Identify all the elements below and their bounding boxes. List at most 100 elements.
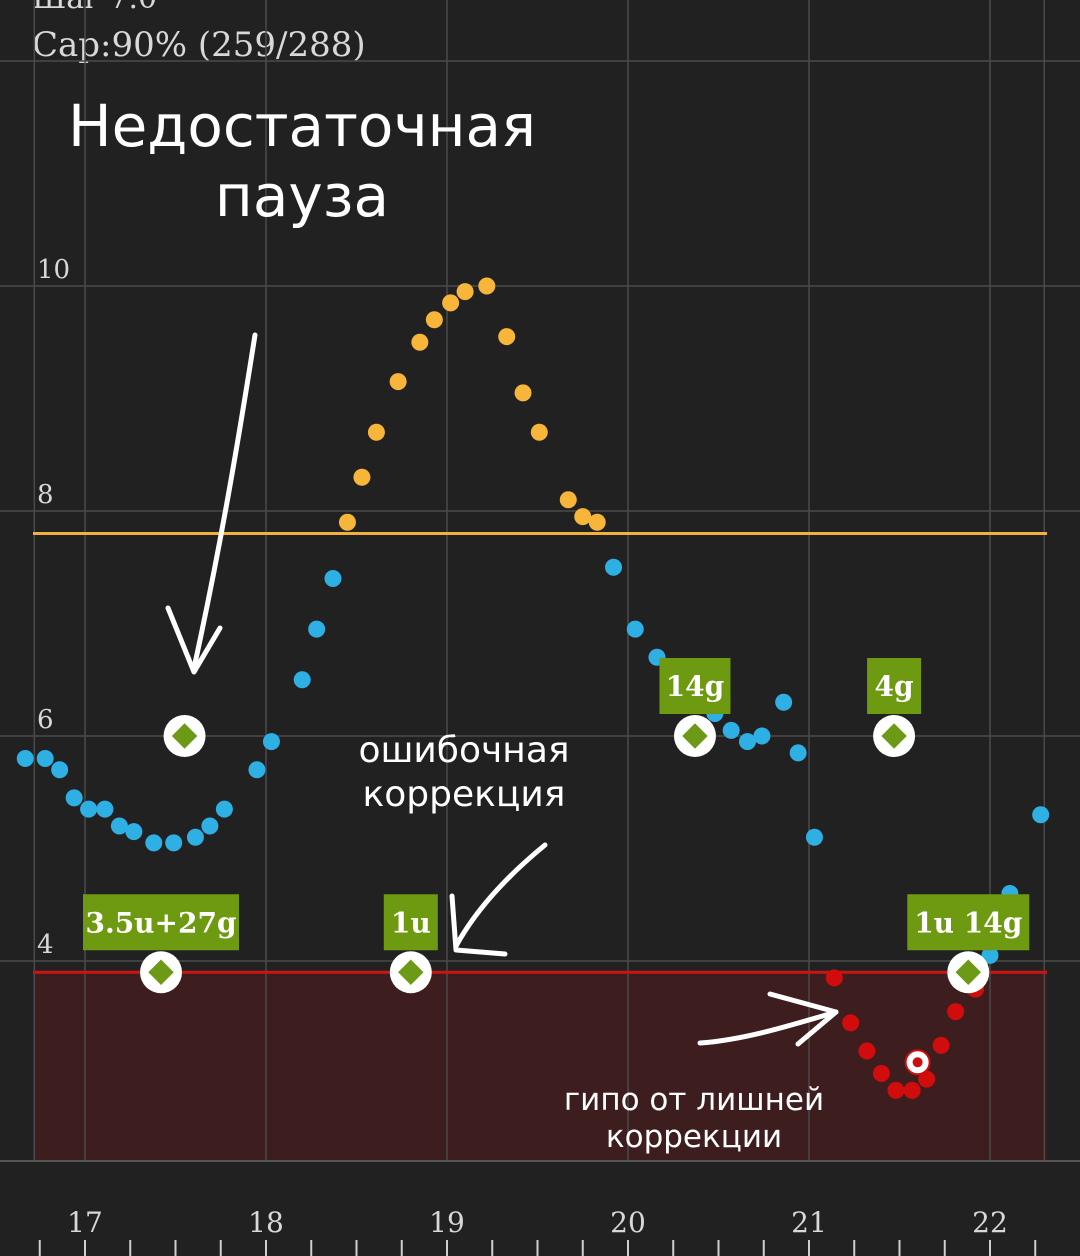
glucose-point — [842, 1014, 860, 1032]
event-diamond-icon — [955, 959, 982, 985]
glucose-point — [775, 693, 793, 711]
event-markers: 14g 4g 3.5u+27g 1u 1u 14g — [83, 658, 1030, 994]
event-tag-label: 1u — [391, 906, 431, 939]
glucose-point — [498, 328, 516, 346]
event-diamond-icon — [682, 723, 708, 749]
glucose-point — [738, 733, 756, 751]
glucose-point — [858, 1042, 876, 1060]
glucose-point — [478, 277, 496, 295]
x-tick-label: 22 — [972, 1206, 1008, 1239]
glucose-point — [530, 423, 548, 441]
y-tick-label: 8 — [37, 480, 54, 510]
glucose-point — [932, 1036, 950, 1054]
event-tag — [83, 894, 240, 951]
glucose-point — [80, 800, 98, 818]
glucose-point — [186, 828, 204, 846]
glucose-point — [574, 508, 592, 526]
glucose-point — [872, 1065, 890, 1082]
glucose-point — [947, 1003, 965, 1021]
glucose-point — [411, 333, 429, 351]
glucose-point — [456, 283, 474, 301]
glucose-point — [753, 727, 771, 745]
glucose-point — [215, 800, 233, 818]
x-tick-label: 21 — [791, 1206, 827, 1239]
low-zone — [33, 972, 1047, 1161]
event-tag-label: 4g — [875, 670, 914, 703]
annotation-mid-line2: коррекция — [363, 774, 566, 815]
arrow-hypo-icon — [697, 991, 839, 1047]
header-cap: Cap:90% (259/288) — [32, 25, 366, 65]
grid — [0, 0, 1080, 1162]
glucose-point — [425, 311, 443, 329]
y-tick-label: 10 — [37, 255, 70, 285]
glucose-point — [36, 750, 54, 767]
event-tag — [867, 658, 922, 714]
x-tick-label: 17 — [67, 1206, 103, 1239]
x-tick-label: 18 — [248, 1206, 284, 1239]
y-axis: 4 6 8 10 — [37, 255, 70, 960]
event-tag — [383, 894, 438, 951]
x-axis: 17 18 19 20 21 22 — [38, 1206, 1037, 1256]
glucose-point — [588, 513, 606, 531]
glucose-point — [16, 750, 34, 767]
glucose-point — [918, 1070, 936, 1088]
glucose-point — [201, 817, 219, 835]
glucose-point — [96, 800, 114, 818]
y-tick-label: 4 — [37, 930, 54, 960]
glucose-point — [262, 733, 280, 751]
glucose-point — [65, 789, 83, 807]
glucose-point — [248, 761, 266, 779]
event-diamond-icon — [398, 959, 424, 985]
event-tag-label: 3.5u+27g — [85, 906, 236, 939]
annotation-low-line1: гипо от лишней — [564, 1082, 824, 1118]
glucose-point — [110, 817, 128, 835]
arrow-correction-icon — [449, 842, 548, 957]
current-point-dot — [912, 1057, 923, 1068]
annotation-low: гипо от лишней коррекции — [564, 1082, 824, 1155]
glucose-point — [389, 373, 407, 391]
current-point — [904, 1049, 931, 1076]
glucose-point — [293, 671, 311, 689]
glucose-point — [605, 558, 623, 576]
glucose-point — [308, 620, 326, 638]
event-tag — [907, 894, 1030, 951]
annotation-mid-line1: ошибочная — [358, 730, 569, 771]
glucose-point — [125, 823, 143, 841]
glucose-point — [825, 969, 843, 987]
glucose-point — [51, 761, 69, 779]
glucose-point — [324, 570, 342, 587]
header-step: Шаг 7.0 — [32, 0, 157, 16]
y-tick-label: 6 — [37, 705, 54, 735]
glucose-point — [367, 423, 385, 441]
glucose-point — [789, 744, 807, 762]
glucose-point — [514, 384, 532, 402]
glucose-point — [805, 828, 823, 846]
annotation-title-line2: пауза — [215, 162, 389, 230]
glucose-point — [981, 946, 999, 964]
event-diamond-icon — [148, 959, 174, 985]
annotation-title: Недостаточная пауза — [68, 92, 536, 230]
glucose-point — [165, 834, 183, 852]
annotation-mid: ошибочная коррекция — [358, 730, 569, 815]
glucose-point — [1032, 806, 1050, 824]
glucose-point — [626, 620, 644, 638]
glucose-point — [353, 468, 371, 486]
glucose-point — [338, 513, 356, 531]
event-tag-label: 14g — [666, 670, 725, 703]
x-tick-label: 20 — [610, 1206, 646, 1239]
event-tag-label: 1u 14g — [914, 906, 1022, 939]
arrow-pause-icon — [165, 332, 258, 675]
annotation-title-line1: Недостаточная — [68, 92, 536, 160]
glucose-point — [145, 834, 163, 852]
annotation-low-line2: коррекции — [606, 1119, 782, 1155]
glucose-point — [722, 721, 740, 739]
event-diamond-icon — [881, 723, 907, 749]
glucose-point — [887, 1081, 905, 1099]
event-tag — [659, 658, 731, 714]
x-tick-label: 19 — [429, 1206, 465, 1239]
glucose-point — [559, 491, 577, 509]
glucose-point — [903, 1081, 921, 1099]
glucose-point — [442, 294, 460, 312]
event-diamond-icon — [171, 723, 198, 749]
